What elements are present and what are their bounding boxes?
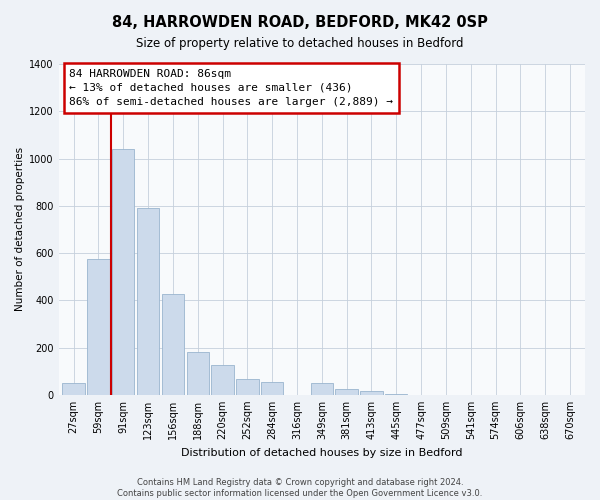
Bar bbox=[87, 259, 110, 395]
Bar bbox=[187, 352, 209, 395]
Bar bbox=[335, 389, 358, 395]
Text: Contains HM Land Registry data © Crown copyright and database right 2024.
Contai: Contains HM Land Registry data © Crown c… bbox=[118, 478, 482, 498]
Bar bbox=[161, 294, 184, 395]
Bar bbox=[137, 208, 159, 395]
Bar bbox=[62, 383, 85, 395]
Bar bbox=[112, 149, 134, 395]
X-axis label: Distribution of detached houses by size in Bedford: Distribution of detached houses by size … bbox=[181, 448, 463, 458]
Text: 84 HARROWDEN ROAD: 86sqm
← 13% of detached houses are smaller (436)
86% of semi-: 84 HARROWDEN ROAD: 86sqm ← 13% of detach… bbox=[69, 69, 393, 107]
Bar bbox=[385, 394, 407, 395]
Y-axis label: Number of detached properties: Number of detached properties bbox=[15, 148, 25, 312]
Bar bbox=[211, 366, 233, 395]
Bar bbox=[236, 380, 259, 395]
Bar bbox=[311, 383, 333, 395]
Text: Size of property relative to detached houses in Bedford: Size of property relative to detached ho… bbox=[136, 38, 464, 51]
Bar bbox=[361, 392, 383, 395]
Bar bbox=[261, 382, 283, 395]
Text: 84, HARROWDEN ROAD, BEDFORD, MK42 0SP: 84, HARROWDEN ROAD, BEDFORD, MK42 0SP bbox=[112, 15, 488, 30]
